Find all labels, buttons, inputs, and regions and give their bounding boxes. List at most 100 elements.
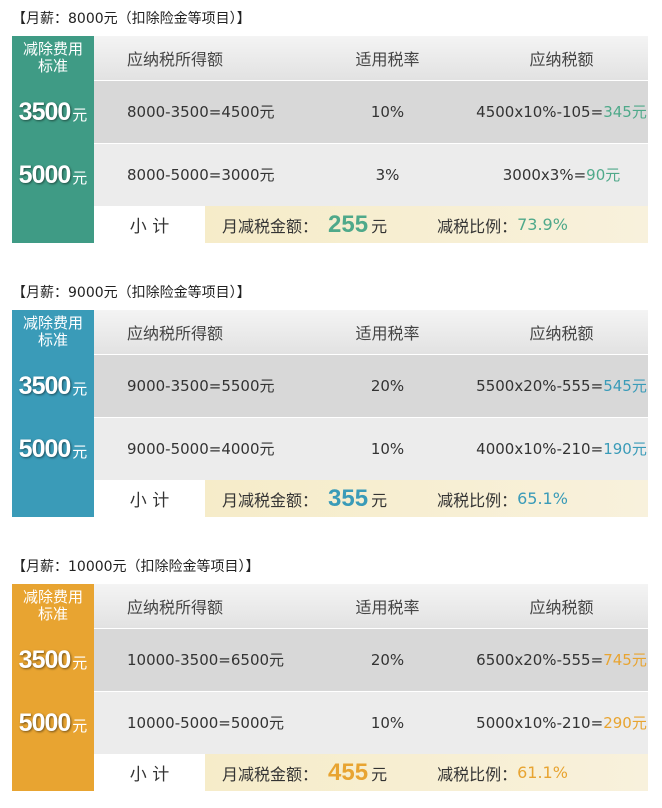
saving: 355 [328, 484, 369, 512]
deduction-unit: 元 [72, 654, 88, 672]
deduction-cell: 3500 元 [12, 628, 94, 691]
header-text: 应纳税所得额 [127, 324, 224, 343]
heading: 【月薪：10000元（扣除险金等项目）】 [12, 556, 260, 576]
tax: 190元 [603, 440, 647, 458]
deduction-unit: 元 [72, 380, 88, 398]
header-text: 应纳税所得额 [127, 50, 224, 69]
deduction-cell: 3500 元 [12, 354, 94, 417]
formula: 4000x10%-210= [476, 439, 604, 458]
ratio: 73.9% [517, 215, 568, 234]
header-text: 应纳税额 [529, 324, 594, 343]
taxable-cell: 8000-3500=4500元 [94, 80, 300, 143]
saving-unit: 元 [371, 216, 388, 236]
rate: 20% [370, 650, 405, 669]
saving-label: 月减税金额： [222, 216, 319, 236]
deduction-unit: 元 [72, 717, 88, 735]
left-column [12, 36, 94, 243]
corner-cell: 减除费用标准 [12, 584, 94, 628]
taxable: 8000-3500=4500元 [127, 103, 275, 121]
formula: 5000x10%-210= [476, 713, 604, 732]
rate: 10% [370, 102, 405, 121]
tax-cell: 4000x10%-210= 190元 [475, 417, 648, 480]
corner-text: 减除费用标准 [22, 40, 83, 75]
heading: 【月薪：9000元（扣除险金等项目）】 [12, 282, 251, 302]
rate: 20% [370, 376, 405, 395]
corner-text: 减除费用标准 [22, 588, 83, 623]
tax: 545元 [603, 377, 647, 395]
rate: 10% [370, 713, 405, 732]
deduction: 3500 [18, 646, 72, 674]
saving: 455 [328, 758, 369, 786]
header-row [94, 584, 648, 628]
header-text: 适用税率 [355, 324, 420, 343]
taxable: 10000-5000=5000元 [127, 714, 285, 732]
heading: 【月薪：8000元（扣除险金等项目）】 [12, 8, 251, 28]
header-cell: 应纳税所得额 [94, 584, 300, 628]
header-cell: 适用税率 [300, 36, 475, 80]
summary-cell: 月减税金额： 255 元 减税比例： 73.9% [205, 206, 648, 243]
formula: 6500x20%-555= [476, 650, 604, 669]
saving-unit: 元 [371, 764, 388, 784]
header-text: 应纳税所得额 [127, 598, 224, 617]
rate-cell: 20% [300, 354, 475, 417]
header-cell: 应纳税额 [475, 310, 648, 354]
summary-cell: 月减税金额： 355 元 减税比例： 65.1% [205, 480, 648, 517]
taxable: 9000-3500=5500元 [127, 377, 275, 395]
ratio-label: 减税比例： [437, 764, 518, 784]
subtotal-label: 小 计 [129, 217, 170, 237]
summary-cell: 月减税金额： 455 元 减税比例： 61.1% [205, 754, 648, 791]
ratio: 65.1% [517, 489, 568, 508]
taxable: 8000-5000=3000元 [127, 166, 275, 184]
header-cell: 应纳税所得额 [94, 310, 300, 354]
header-cell: 应纳税额 [475, 584, 648, 628]
rate-cell: 3% [300, 143, 475, 206]
heading-text: 【月薪：9000元（扣除险金等项目）】 [12, 285, 251, 301]
taxable-cell: 10000-3500=6500元 [94, 628, 300, 691]
taxable: 10000-3500=6500元 [127, 651, 285, 669]
tax-cell: 5500x20%-555= 545元 [475, 354, 648, 417]
ratio: 61.1% [517, 763, 568, 782]
header-text: 应纳税额 [529, 598, 594, 617]
corner-cell: 减除费用标准 [12, 310, 94, 354]
deduction: 5000 [18, 435, 72, 463]
row-bg [94, 80, 648, 143]
heading-text: 【月薪：10000元（扣除险金等项目）】 [12, 559, 260, 575]
formula: 5500x20%-555= [476, 376, 604, 395]
deduction-unit: 元 [72, 106, 88, 124]
corner-cell: 减除费用标准 [12, 36, 94, 80]
rate-cell: 20% [300, 628, 475, 691]
deduction-cell: 5000 元 [12, 417, 94, 480]
tax: 90元 [586, 166, 621, 184]
header-row [94, 310, 648, 354]
tax: 345元 [603, 103, 647, 121]
header-text: 适用税率 [355, 598, 420, 617]
deduction: 3500 [18, 372, 72, 400]
deduction: 3500 [18, 98, 72, 126]
header-cell: 应纳税所得额 [94, 36, 300, 80]
deduction-cell: 5000 元 [12, 143, 94, 206]
deduction-cell: 5000 元 [12, 691, 94, 754]
taxable: 9000-5000=4000元 [127, 440, 275, 458]
header-text: 适用税率 [355, 50, 420, 69]
rate-cell: 10% [300, 80, 475, 143]
tax-cell: 3000x3%= 90元 [475, 143, 648, 206]
saving-unit: 元 [371, 490, 388, 510]
row-bg [94, 354, 648, 417]
subtotal-cell: 小 计 [94, 754, 205, 791]
row-bg [94, 417, 648, 480]
header-text: 应纳税额 [529, 50, 594, 69]
taxable-cell: 9000-3500=5500元 [94, 354, 300, 417]
formula: 4500x10%-105= [476, 102, 604, 121]
rate: 3% [375, 165, 400, 184]
row-bg [94, 691, 648, 754]
header-cell: 适用税率 [300, 584, 475, 628]
taxable-cell: 9000-5000=4000元 [94, 417, 300, 480]
row-bg [94, 628, 648, 691]
header-cell: 适用税率 [300, 310, 475, 354]
subtotal-cell: 小 计 [94, 206, 205, 243]
rate-cell: 10% [300, 691, 475, 754]
left-column [12, 310, 94, 517]
deduction-cell: 3500 元 [12, 80, 94, 143]
deduction-unit: 元 [72, 443, 88, 461]
